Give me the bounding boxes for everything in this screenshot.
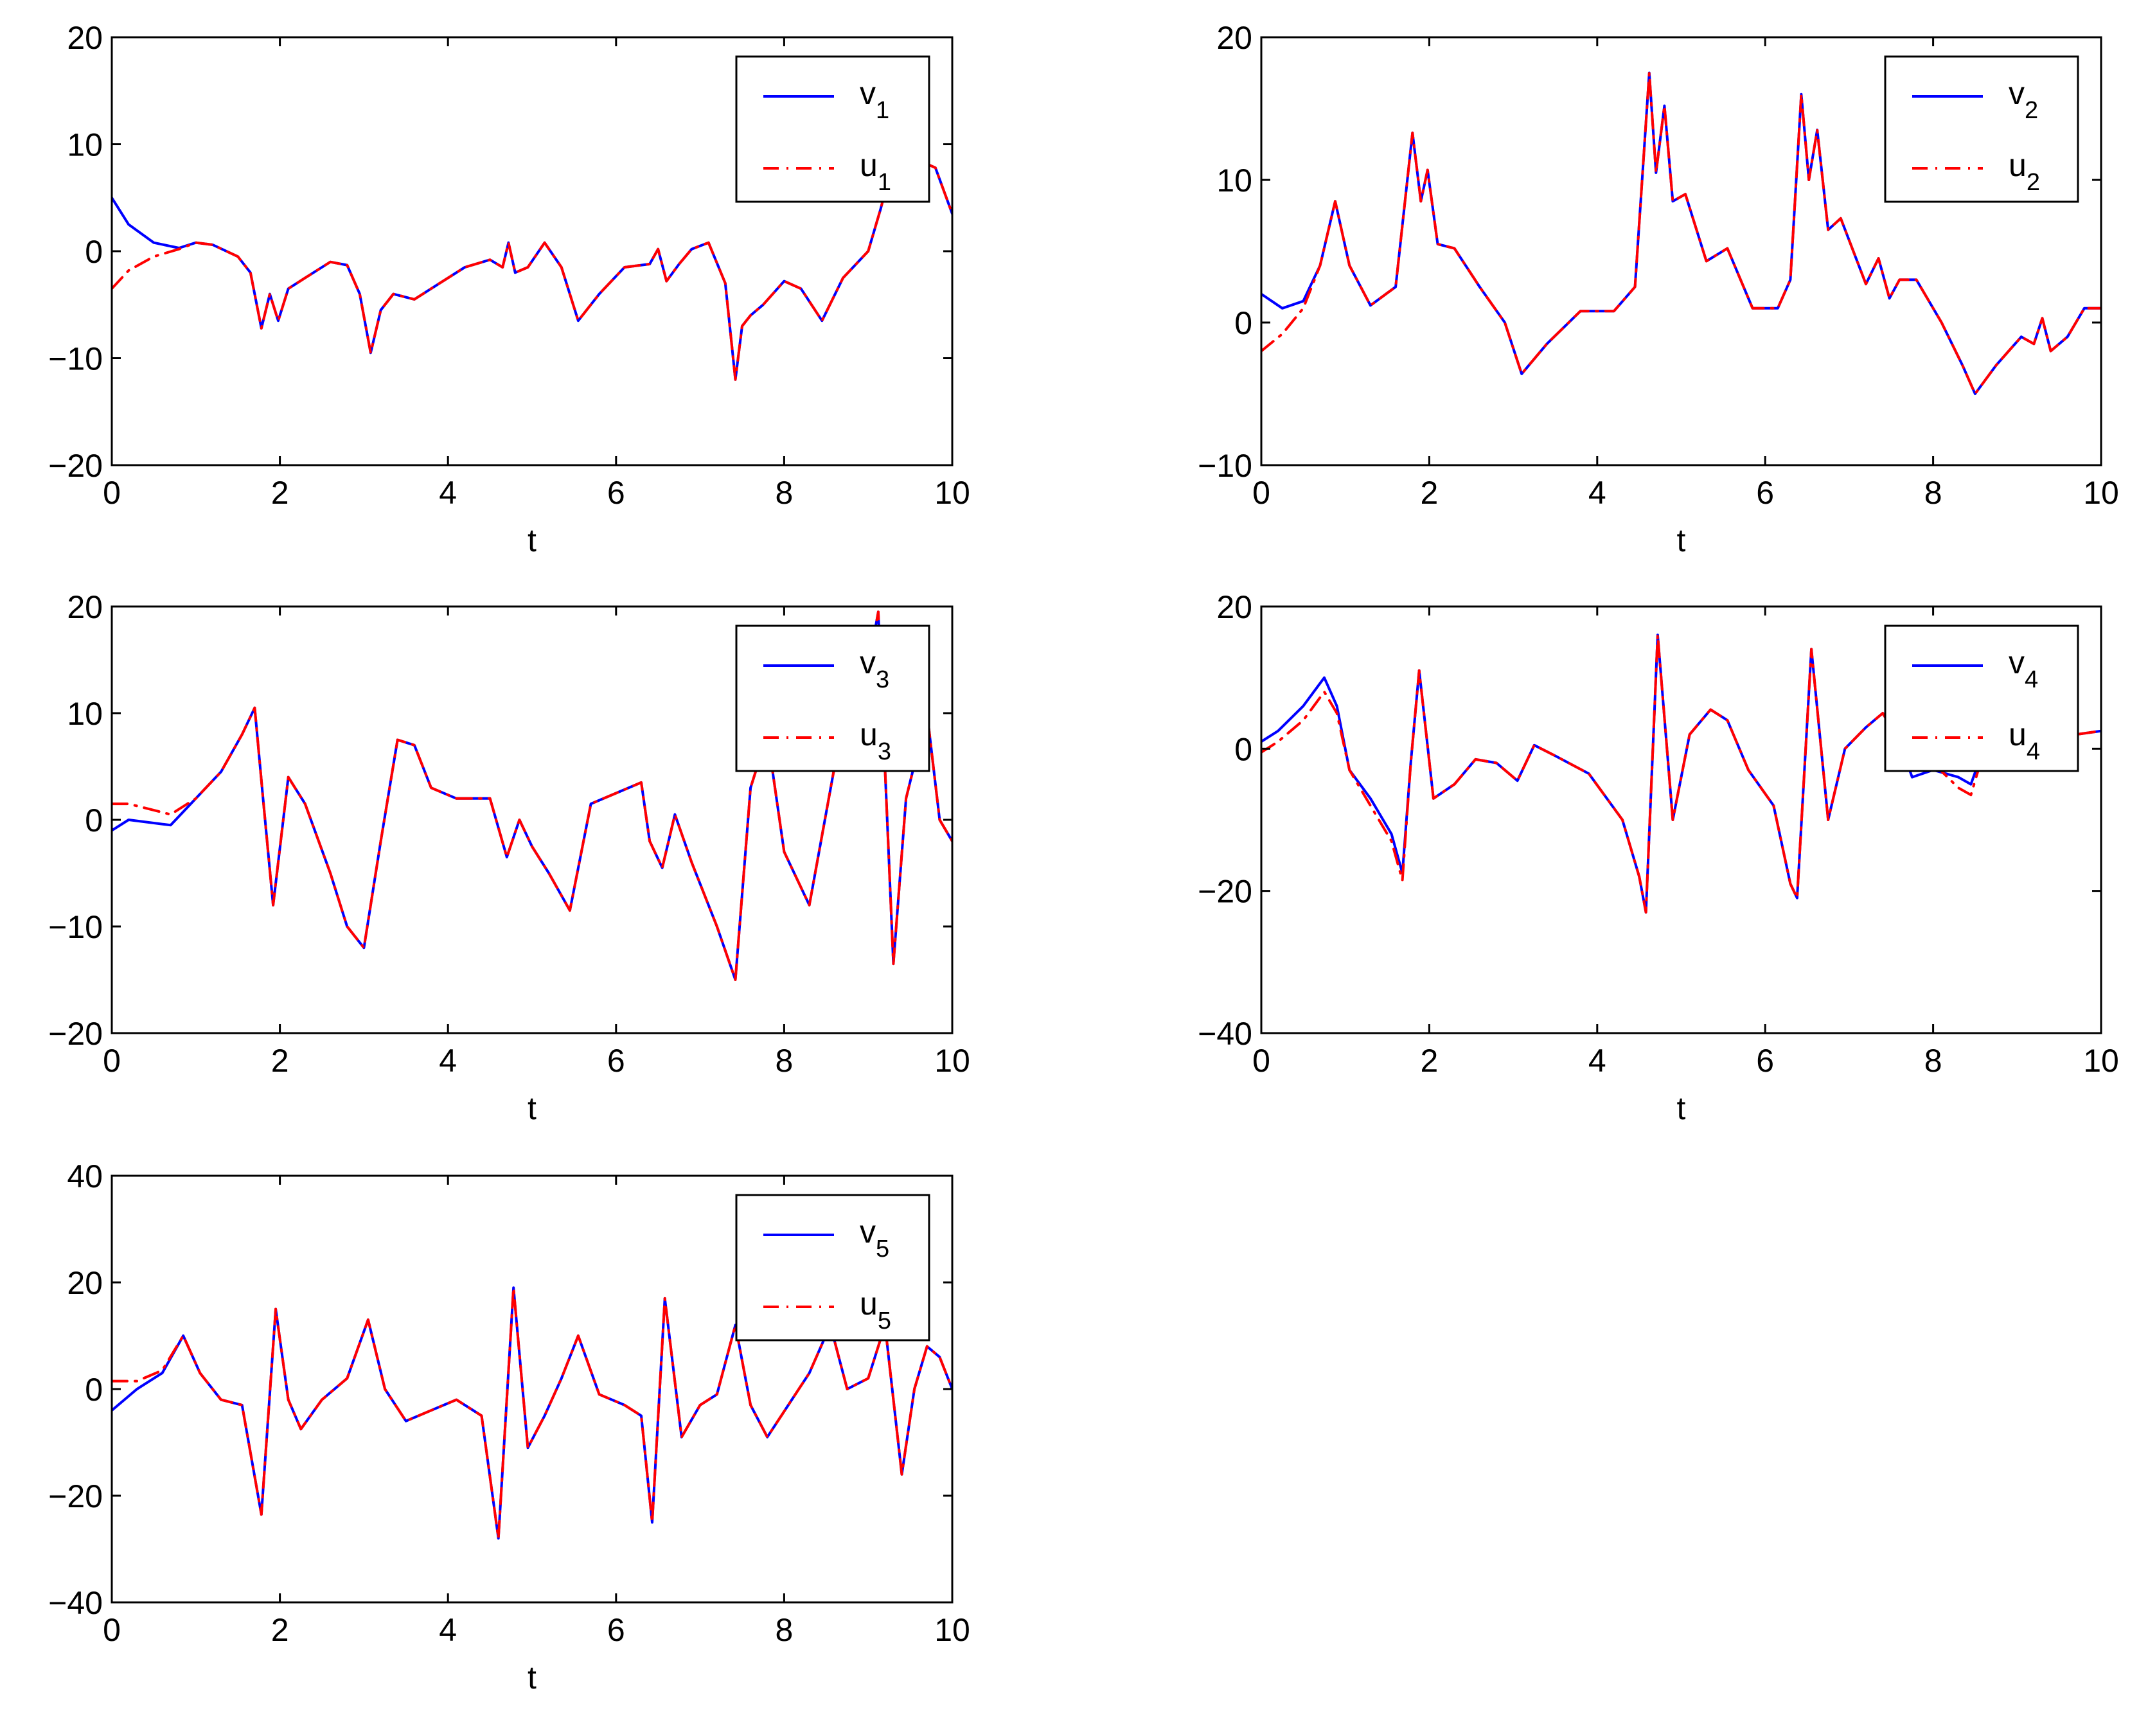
x-tick-label: 8 — [775, 1612, 793, 1648]
y-tick-label: −20 — [1198, 874, 1252, 910]
axes-box — [1260, 36, 2102, 466]
x-tick-label: 6 — [607, 1612, 625, 1648]
legend-box — [1884, 55, 2079, 203]
legend-label-v4: v4 — [2009, 644, 2038, 693]
x-tick-label: 4 — [1588, 475, 1606, 511]
plot-area — [112, 1286, 952, 1540]
series-u5-line — [112, 1286, 952, 1540]
x-tick-label: 10 — [2083, 475, 2119, 511]
y-tick-label: −20 — [48, 1016, 103, 1052]
x-tick-label: 10 — [934, 1043, 970, 1079]
y-tick-label: 10 — [67, 696, 103, 732]
x-tick-label: 4 — [1588, 1043, 1606, 1079]
y-tick-label: 0 — [1234, 305, 1252, 341]
plot-area — [112, 159, 952, 381]
y-tick-label: 0 — [1234, 731, 1252, 767]
legend-box — [1884, 624, 2079, 772]
y-tick-label: 0 — [85, 1372, 103, 1408]
axes-box — [1260, 605, 2102, 1034]
y-tick-label: 40 — [67, 1158, 103, 1194]
legend-label-v3: v3 — [860, 644, 889, 693]
legend-box — [735, 1194, 930, 1342]
x-tick-label: 2 — [271, 1612, 289, 1648]
x-tick-label: 2 — [271, 475, 289, 511]
y-tick-label: 20 — [67, 20, 103, 56]
legend-label-u1: u1 — [860, 147, 891, 196]
legend-box — [735, 55, 930, 203]
x-tick-label: 8 — [775, 475, 793, 511]
legend-box — [735, 624, 930, 772]
y-tick-label: −20 — [48, 1478, 103, 1514]
x-tick-label: 6 — [607, 1043, 625, 1079]
y-tick-label: 20 — [67, 1265, 103, 1301]
y-tick-label: −10 — [1198, 448, 1252, 484]
legend-label-v2: v2 — [2009, 75, 2038, 124]
x-tick-label: 8 — [1924, 1043, 1942, 1079]
y-tick-label: 10 — [67, 127, 103, 163]
x-tick-label: 4 — [439, 1043, 457, 1079]
x-tick-label: 2 — [1420, 1043, 1438, 1079]
x-tick-label: 6 — [1756, 1043, 1774, 1079]
x-tick-label: 0 — [103, 1612, 121, 1648]
x-axis-label: t — [1677, 522, 1686, 558]
y-tick-label: 10 — [1216, 163, 1252, 199]
x-axis-label: t — [528, 1660, 537, 1696]
plot-area — [112, 610, 952, 981]
x-tick-label: 0 — [103, 475, 121, 511]
x-axis-label: t — [528, 522, 537, 558]
legend-label-u5: u5 — [860, 1286, 891, 1334]
y-tick-label: 0 — [85, 234, 103, 270]
y-tick-label: −10 — [48, 909, 103, 945]
y-tick-label: 20 — [67, 589, 103, 625]
subplot-5: 0 2 4 6 8 10 −40 −20 0 20 40 t v5 u5 — [48, 1158, 970, 1696]
y-tick-label: 20 — [1216, 20, 1252, 56]
y-tick-label: 0 — [85, 802, 103, 838]
x-tick-label: 0 — [1252, 475, 1270, 511]
legend-label-v1: v1 — [860, 75, 889, 124]
x-tick-label: 10 — [934, 475, 970, 511]
legend-label-v5: v5 — [860, 1214, 889, 1262]
y-tick-label: −20 — [48, 448, 103, 484]
legend-label-u3: u3 — [860, 716, 891, 765]
x-tick-label: 2 — [1420, 475, 1438, 511]
legend: v5 u5 — [735, 1194, 930, 1342]
series-u2-line — [1261, 71, 2101, 395]
x-tick-label: 0 — [1252, 1043, 1270, 1079]
y-tick-label: −10 — [48, 341, 103, 377]
x-tick-label: 8 — [1924, 475, 1942, 511]
x-tick-label: 10 — [934, 1612, 970, 1648]
y-tick-label: −40 — [1198, 1016, 1252, 1052]
legend-label-u4: u4 — [2009, 716, 2040, 765]
x-tick-label: 6 — [1756, 475, 1774, 511]
x-axis-label: t — [528, 1090, 537, 1126]
x-tick-label: 0 — [103, 1043, 121, 1079]
legend-label-u2: u2 — [2009, 147, 2040, 196]
plot-area — [1261, 71, 2101, 395]
series-u3-line — [112, 610, 952, 981]
x-tick-label: 2 — [271, 1043, 289, 1079]
y-tick-label: −40 — [48, 1585, 103, 1621]
x-tick-label: 4 — [439, 475, 457, 511]
x-tick-label: 8 — [775, 1043, 793, 1079]
x-axis-label: t — [1677, 1090, 1686, 1126]
x-tick-label: 10 — [2083, 1043, 2119, 1079]
y-tick-label: 20 — [1216, 589, 1252, 625]
x-tick-label: 4 — [439, 1612, 457, 1648]
series-u1-line — [112, 159, 952, 381]
x-tick-label: 6 — [607, 475, 625, 511]
